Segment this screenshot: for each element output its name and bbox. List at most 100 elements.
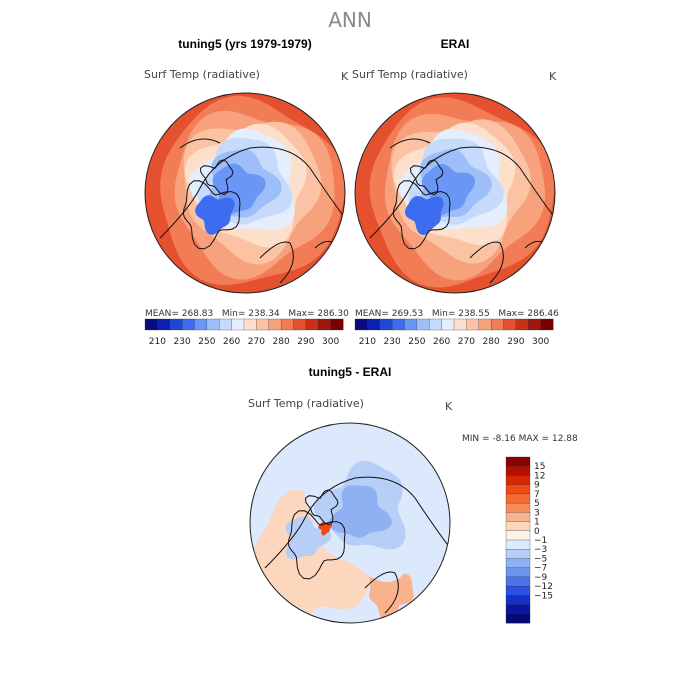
colorbar-tick-label: 7 [534, 490, 540, 500]
panel-2-colorbar: 210 230 250 260 270 280 290 300 [354, 318, 554, 347]
colorbar-swatch [478, 318, 492, 331]
map-field [145, 93, 345, 293]
colorbar-swatch [505, 502, 531, 513]
colorbar-tick-label: −12 [534, 582, 553, 592]
colorbar-tick-label: 250 [198, 337, 215, 347]
colorbar-tick-label: 230 [384, 337, 401, 347]
colorbar-tick-label: 230 [174, 337, 191, 347]
panel-2-mean-value: 269.53 [391, 309, 424, 319]
colorbar-swatch [515, 318, 529, 331]
temperature-band [195, 195, 235, 235]
colorbar-swatch [219, 318, 233, 331]
panel-3-title: tuning5 - ERAI [308, 365, 392, 379]
colorbar-swatch [441, 318, 455, 331]
panel-2-variable: Surf Temp (radiative) [352, 68, 468, 81]
panel-3-map [249, 422, 451, 624]
panel-3-stats: MIN = -8.16 MAX = 12.88 [462, 434, 578, 444]
colorbar-tick-label: −15 [534, 591, 553, 601]
colorbar-swatch [505, 604, 531, 615]
colorbar-swatch [505, 595, 531, 606]
colorbar-swatch [256, 318, 270, 331]
colorbar-tick-label: 0 [534, 527, 540, 537]
colorbar-tick-label: 1 [534, 518, 540, 528]
colorbar-swatch [293, 318, 307, 331]
colorbar-tick-label: −7 [534, 564, 547, 574]
colorbar-tick-label: 290 [297, 337, 314, 347]
panel-1-units: K [341, 70, 349, 83]
colorbar-swatch [528, 318, 542, 331]
colorbar-swatch [505, 530, 531, 541]
colorbar-swatch [505, 539, 531, 550]
map-field [355, 93, 555, 293]
colorbar-swatch [318, 318, 332, 331]
colorbar-swatch [305, 318, 319, 331]
coastlines [159, 138, 345, 284]
panel-1-variable: Surf Temp (radiative) [144, 68, 260, 81]
panel-2-units: K [549, 70, 557, 83]
colorbar-swatch [268, 318, 282, 331]
colorbar-swatch [144, 318, 158, 331]
colorbar-swatch [416, 318, 430, 331]
colorbar-tick-label: 210 [359, 337, 376, 347]
colorbar-tick-label: 9 [534, 481, 540, 491]
panel-1-min-value: 238.34 [248, 309, 280, 319]
colorbar-swatch [367, 318, 381, 331]
panel-1-map [144, 92, 346, 294]
colorbar-tick-label: 280 [483, 337, 500, 347]
panel-1-colorbar: 210 230 250 260 270 280 290 300 [144, 318, 344, 347]
colorbar-swatch [505, 549, 531, 559]
colorbar-swatch [505, 585, 531, 596]
colorbar-swatch [453, 318, 467, 331]
temperature-band [405, 196, 444, 235]
colorbar-swatch [280, 318, 294, 331]
colorbar-swatch [181, 318, 195, 331]
colorbar-swatch [206, 318, 220, 331]
panel-3-variable: Surf Temp (radiative) [248, 397, 364, 410]
colorbar-swatch [505, 521, 531, 532]
colorbar-swatch [157, 318, 171, 331]
panel-1-max-value: 286.30 [317, 309, 349, 319]
colorbar-tick-label: 270 [458, 337, 475, 347]
colorbar-swatch [505, 512, 531, 523]
colorbar-swatch [540, 318, 554, 331]
colorbar-tick-label: 300 [322, 337, 339, 347]
panel-2-min-value: 238.55 [458, 309, 490, 319]
temperature-difference-band [285, 516, 332, 560]
colorbar-swatch [505, 613, 531, 624]
colorbar-tick-label: 260 [223, 337, 240, 347]
colorbar-tick-label: 12 [534, 471, 545, 481]
colorbar-swatch [466, 318, 480, 331]
colorbar-swatch [330, 318, 344, 331]
panel-2-map [354, 92, 556, 294]
colorbar-tick-label: 260 [433, 337, 450, 347]
colorbar-swatch [231, 318, 245, 331]
colorbar-swatch [194, 318, 208, 331]
temperature-difference-band [253, 489, 378, 623]
colorbar-tick-label: 210 [149, 337, 166, 347]
colorbar-tick-label: −5 [534, 554, 547, 564]
panel-2-mean-label: MEAN= [355, 309, 389, 319]
colorbar-swatch [243, 318, 257, 331]
colorbar-tick-label: 15 [534, 462, 545, 472]
colorbar-tick-label: 3 [534, 508, 540, 518]
colorbar-swatch [490, 318, 504, 331]
colorbar-swatch [505, 466, 531, 476]
colorbar-tick-label: −3 [534, 545, 547, 555]
panel-3-max-value: 12.88 [551, 434, 578, 444]
colorbar-swatch [354, 318, 368, 331]
page-title: ANN [328, 8, 372, 32]
temperature-difference-band [369, 569, 414, 623]
colorbar-swatch [404, 318, 418, 331]
temperature-difference-band [329, 485, 392, 538]
panel-1-max-label: Max= [288, 309, 315, 319]
colorbar-swatch [505, 567, 531, 578]
colorbar-tick-label: 290 [507, 337, 524, 347]
colorbar-swatch [169, 318, 183, 331]
panel-3-min-label: MIN = [462, 434, 490, 444]
panel-1-title: tuning5 (yrs 1979-1979) [178, 37, 312, 51]
colorbar-swatch [505, 456, 531, 467]
panel-1-min-label: Min= [221, 309, 246, 319]
panel-2-max-label: Max= [498, 309, 525, 319]
colorbar-tick-label: 270 [248, 337, 265, 347]
